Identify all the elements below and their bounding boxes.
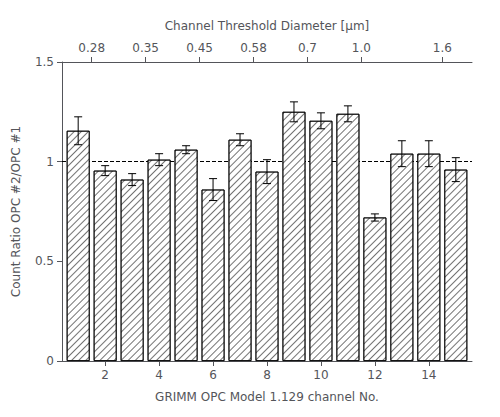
svg-text:1.6: 1.6 [433, 41, 452, 55]
svg-text:0.45: 0.45 [186, 41, 213, 55]
svg-text:12: 12 [367, 368, 382, 382]
svg-text:0: 0 [46, 354, 54, 368]
svg-text:14: 14 [421, 368, 436, 382]
svg-text:1.0: 1.0 [352, 41, 371, 55]
svg-text:0.7: 0.7 [298, 41, 317, 55]
svg-text:0.5: 0.5 [35, 254, 54, 268]
svg-text:4: 4 [155, 368, 163, 382]
svg-text:0.35: 0.35 [132, 41, 159, 55]
svg-text:Channel Threshold Diameter [μm: Channel Threshold Diameter [μm] [165, 19, 370, 33]
svg-text:10: 10 [313, 368, 328, 382]
svg-text:8: 8 [263, 368, 271, 382]
svg-text:0.28: 0.28 [78, 41, 105, 55]
svg-text:6: 6 [209, 368, 217, 382]
svg-text:Count Ratio OPC #2/OPC #1: Count Ratio OPC #2/OPC #1 [9, 126, 23, 297]
svg-text:1: 1 [46, 155, 54, 169]
svg-text:2: 2 [101, 368, 109, 382]
svg-text:GRIMM OPC Model 1.129 channel: GRIMM OPC Model 1.129 channel No. [155, 390, 379, 404]
svg-text:0.58: 0.58 [240, 41, 267, 55]
svg-text:1.5: 1.5 [35, 55, 54, 69]
